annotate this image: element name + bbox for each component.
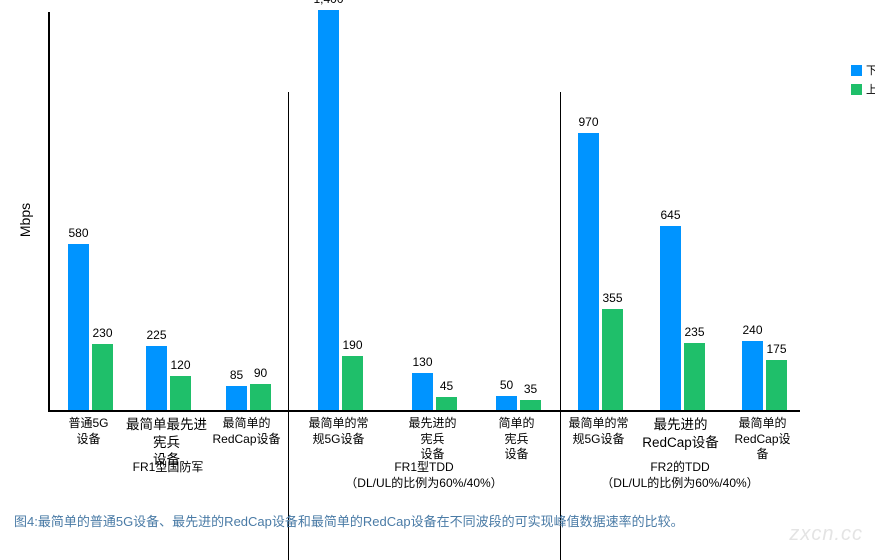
- legend-label-ul: 上行链路: [866, 81, 875, 97]
- plot-region: 58023022512085901,4001901304550359703556…: [48, 12, 800, 412]
- y-axis-label: Mbps: [17, 203, 33, 237]
- bar-pair: 8590: [226, 384, 271, 410]
- group-separator: [560, 92, 561, 560]
- bar-pair: 13045: [412, 373, 457, 410]
- legend-swatch-dl: [851, 65, 862, 76]
- bar-value-ul: 230: [92, 326, 112, 340]
- bar-pair: 5035: [496, 396, 541, 410]
- legend: 下行链路 上行链路: [851, 62, 875, 100]
- bars-container: 58023022512085901,4001901304550359703556…: [50, 12, 800, 410]
- bar-ul: 175: [766, 360, 787, 410]
- bar-value-dl: 645: [660, 208, 680, 222]
- bar-ul: 235: [684, 343, 705, 410]
- bar-dl: 1,400: [318, 10, 339, 410]
- bar-value-ul: 175: [766, 342, 786, 356]
- legend-item-ul: 上行链路: [851, 81, 875, 97]
- group-separator: [288, 92, 289, 560]
- category-label: 最简单的常规5G设备: [297, 416, 381, 447]
- bar-dl: 130: [412, 373, 433, 410]
- bar-ul: 90: [250, 384, 271, 410]
- bar-value-ul: 235: [684, 325, 704, 339]
- bar-value-ul: 90: [254, 366, 267, 380]
- bar-value-ul: 120: [170, 358, 190, 372]
- group-label: FR1型TDD（DL/UL的比例为60%/40%）: [288, 460, 560, 491]
- bar-pair: 225120: [146, 346, 191, 410]
- bar-dl: 225: [146, 346, 167, 410]
- figure-caption: 图4:最简单的普通5G设备、最先进的RedCap设备和最简单的RedCap设备在…: [14, 511, 684, 530]
- bar-value-dl: 85: [230, 368, 243, 382]
- category-label: 最先进的宪兵设备: [391, 416, 475, 463]
- bar-dl: 645: [660, 226, 681, 410]
- bar-dl: 85: [226, 386, 247, 410]
- bar-pair: 1,400190: [318, 10, 363, 410]
- watermark: zxcn.cc: [789, 523, 863, 546]
- bar-value-ul: 35: [524, 382, 537, 396]
- chart-area: Mbps 58023022512085901,40019013045503597…: [36, 12, 856, 492]
- legend-swatch-ul: [851, 84, 862, 95]
- bar-dl: 580: [68, 244, 89, 410]
- bar-value-dl: 970: [578, 115, 598, 129]
- bar-ul: 35: [520, 400, 541, 410]
- legend-item-dl: 下行链路: [851, 62, 875, 78]
- group-label: FR1型国防军: [48, 460, 288, 476]
- group-label: FR2的TDD（DL/UL的比例为60%/40%）: [560, 460, 800, 491]
- category-label: 简单的宪兵设备: [475, 416, 559, 463]
- bar-ul: 190: [342, 356, 363, 410]
- category-label: 最简单的RedCap设备: [205, 416, 289, 447]
- bar-value-dl: 580: [68, 226, 88, 240]
- bar-value-dl: 240: [742, 323, 762, 337]
- bar-value-dl: 50: [500, 378, 513, 392]
- bar-ul: 120: [170, 376, 191, 410]
- bar-dl: 50: [496, 396, 517, 410]
- legend-label-dl: 下行链路: [866, 62, 875, 78]
- category-label: 普通5G设备: [47, 416, 131, 447]
- bar-pair: 240175: [742, 341, 787, 410]
- bar-ul: 355: [602, 309, 623, 410]
- bar-value-dl: 1,400: [313, 0, 343, 6]
- bar-dl: 240: [742, 341, 763, 410]
- bar-pair: 970355: [578, 133, 623, 410]
- bar-pair: 580230: [68, 244, 113, 410]
- bar-ul: 230: [92, 344, 113, 410]
- bar-pair: 645235: [660, 226, 705, 410]
- category-label: 最先进的RedCap设备: [639, 416, 723, 451]
- bar-value-ul: 355: [602, 291, 622, 305]
- category-label: 最简单的常规5G设备: [557, 416, 641, 447]
- category-label: 最简单的RedCap设备: [721, 416, 805, 463]
- bar-ul: 45: [436, 397, 457, 410]
- bar-value-dl: 225: [146, 328, 166, 342]
- bar-value-ul: 45: [440, 379, 453, 393]
- bar-value-dl: 130: [412, 355, 432, 369]
- bar-value-ul: 190: [342, 338, 362, 352]
- bar-dl: 970: [578, 133, 599, 410]
